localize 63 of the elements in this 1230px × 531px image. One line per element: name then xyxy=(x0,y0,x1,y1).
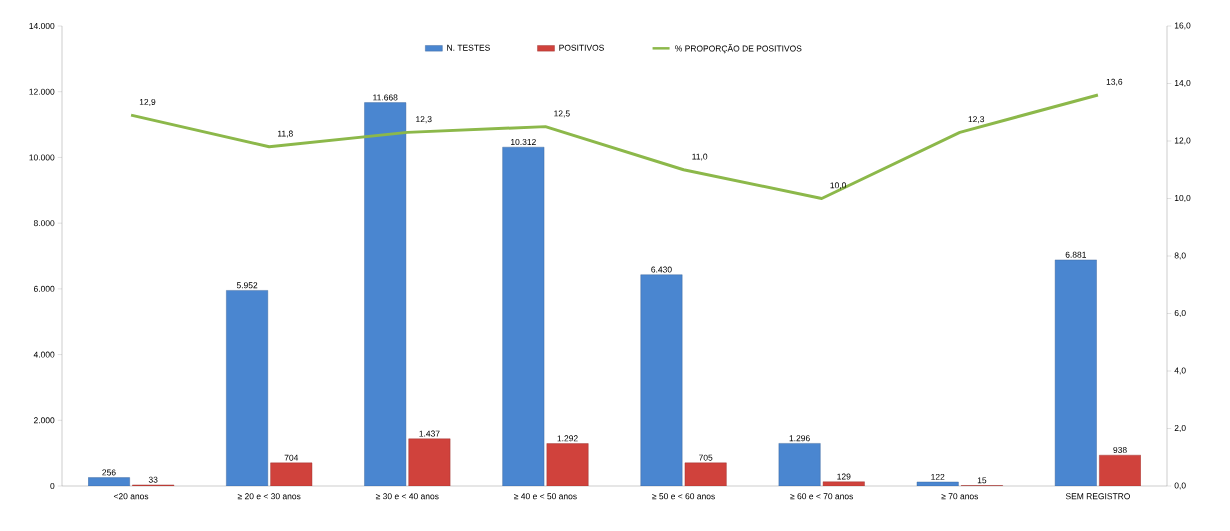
y-tick-label: 2.000 xyxy=(33,417,55,424)
data-label: 10.312 xyxy=(511,138,536,145)
data-label: 11,0 xyxy=(692,153,708,161)
y-tick-label: 14.000 xyxy=(29,23,55,29)
data-label: 15 xyxy=(977,477,987,484)
y2-tick-label: 10,0 xyxy=(1174,195,1191,202)
y-tick-label: 6.000 xyxy=(33,285,55,292)
bar xyxy=(546,443,589,486)
y-tick-label: 0 xyxy=(50,483,55,489)
line-series xyxy=(129,93,1100,200)
y2-tick-label: 8,0 xyxy=(1174,252,1186,260)
data-label: 33 xyxy=(148,476,158,483)
y2-tick-label: 14,0 xyxy=(1174,80,1191,87)
bar xyxy=(226,290,268,486)
y2-tick-label: 0,0 xyxy=(1174,482,1186,490)
data-label: 1.296 xyxy=(789,435,810,442)
y-tick-label: 12.000 xyxy=(29,88,55,95)
data-label: 256 xyxy=(102,469,116,476)
legend-label: N. TESTES xyxy=(447,44,490,51)
x-tick-label: ≥ 20 e < 30 anos xyxy=(237,493,301,500)
y2-tick-label: 4,0 xyxy=(1174,367,1186,375)
data-label: 129 xyxy=(837,473,851,480)
data-label: 10,0 xyxy=(830,182,847,190)
legend-label: POSITIVOS xyxy=(559,44,604,51)
data-label: 705 xyxy=(699,454,713,461)
x-tick-label: ≥ 50 e < 60 anos xyxy=(652,493,715,500)
x-tick-label: ≥ 40 e < 50 anos xyxy=(514,493,577,500)
y2-tick-label: 6,0 xyxy=(1174,310,1186,317)
y-tick-label: 4.000 xyxy=(33,351,55,358)
data-label: 938 xyxy=(1113,447,1127,453)
data-label: 12,5 xyxy=(554,110,570,118)
data-label: 12,9 xyxy=(139,98,156,106)
legend-label: % PROPORÇÃO DE POSITIVOS xyxy=(675,43,802,54)
data-label: 11,8 xyxy=(278,130,293,138)
data-label: 1.437 xyxy=(419,430,440,437)
data-label: 11.668 xyxy=(373,94,398,101)
data-label: 5.952 xyxy=(236,282,258,289)
y2-tick-label: 2,0 xyxy=(1174,425,1186,432)
data-label: 704 xyxy=(284,454,299,461)
y-tick-label: 10.000 xyxy=(29,154,55,161)
bar xyxy=(778,443,821,486)
data-label: 6.430 xyxy=(651,266,672,273)
data-label: 1.292 xyxy=(557,435,578,442)
y-tick-label: 8.000 xyxy=(33,220,55,227)
bar xyxy=(502,146,545,486)
data-label: 122 xyxy=(931,473,945,480)
data-label: 6.881 xyxy=(1065,251,1087,258)
y2-tick-label: 16,0 xyxy=(1174,22,1191,30)
data-label: 12,3 xyxy=(968,116,985,124)
x-tick-label: ≥ 70 anos xyxy=(941,493,979,500)
y2-tick-label: 12,0 xyxy=(1174,137,1191,145)
bar xyxy=(640,274,683,486)
data-label: 12,3 xyxy=(416,116,432,124)
x-tick-label: <20 anos xyxy=(113,493,149,500)
x-tick-label: ≥ 30 e < 40 anos xyxy=(375,493,439,500)
bar xyxy=(1099,454,1141,486)
data-label: 13,6 xyxy=(1106,78,1123,86)
x-tick-label: ≥ 60 e < 70 anos xyxy=(790,493,853,500)
bar xyxy=(364,102,407,486)
bar xyxy=(408,438,451,486)
x-tick-label: SEM REGISTRO xyxy=(1065,493,1130,500)
bar xyxy=(684,462,727,486)
bar xyxy=(1054,259,1097,486)
